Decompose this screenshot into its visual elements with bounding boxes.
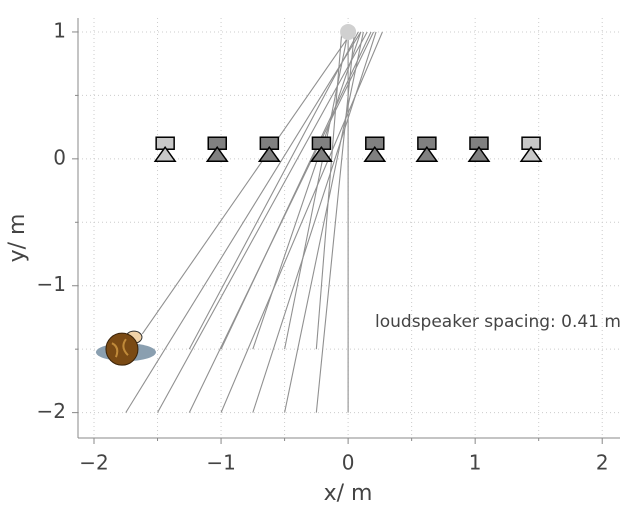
annotation: loudspeaker spacing: 0.41 m [375, 312, 621, 332]
listener-hair [111, 338, 129, 358]
x-tick-label: 0 [342, 451, 355, 475]
loudspeaker-cone [205, 145, 229, 162]
listener-head [105, 332, 139, 366]
loudspeaker-cone [519, 145, 543, 162]
loudspeaker-cone [415, 145, 439, 162]
loudspeaker-cone [257, 145, 281, 162]
loudspeaker-cone [467, 145, 491, 162]
ray [252, 31, 362, 350]
listener [95, 330, 156, 366]
loudspeaker [205, 136, 229, 162]
y-tick-label: −2 [37, 399, 66, 423]
ray [284, 31, 364, 413]
ray [125, 31, 362, 413]
x-tick-label: 2 [596, 451, 609, 475]
ray [188, 31, 359, 350]
loudspeaker [153, 136, 177, 162]
loudspeaker-cone [153, 145, 177, 162]
x-tick-label: −2 [79, 451, 108, 475]
virtual-source [340, 23, 357, 40]
ray [220, 31, 372, 350]
loudspeaker [415, 136, 439, 162]
ray [157, 31, 368, 413]
ray [141, 31, 353, 335]
loudspeaker [309, 136, 333, 162]
ray [252, 31, 377, 413]
ray [315, 31, 343, 350]
x-tick-label: 1 [469, 451, 482, 475]
y-axis-label: y/ m [5, 214, 30, 263]
loudspeaker-cone [363, 145, 387, 162]
loudspeaker-cone [309, 145, 333, 162]
loudspeaker [519, 136, 543, 162]
x-tick-label: −1 [206, 451, 235, 475]
loudspeaker [257, 136, 281, 162]
y-tick-label: 1 [53, 18, 66, 42]
y-tick-label: 0 [53, 145, 66, 169]
x-axis-label: x/ m [324, 481, 373, 506]
loudspeaker [363, 136, 387, 162]
loudspeaker [467, 136, 491, 162]
y-tick-label: −1 [37, 272, 66, 296]
